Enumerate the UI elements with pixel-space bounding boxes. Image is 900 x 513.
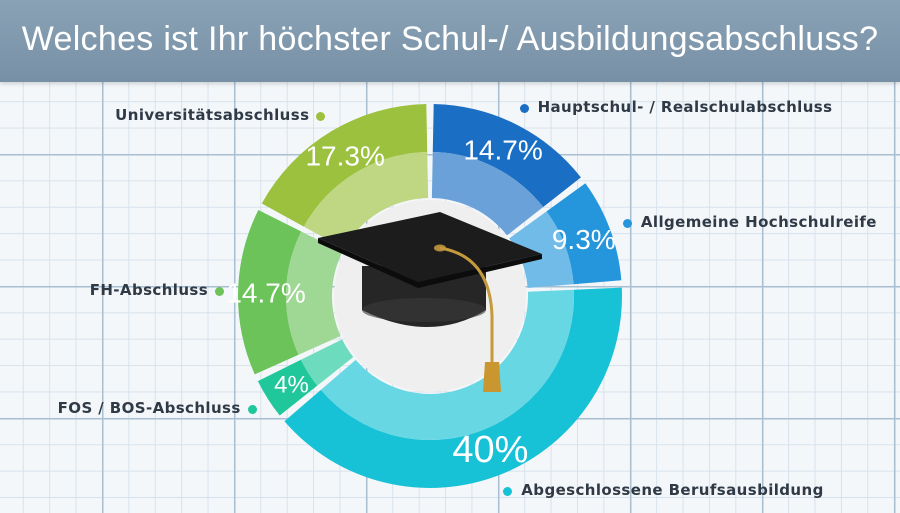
donut-slice: [431, 104, 581, 236]
graduation-cap-icon: [318, 212, 542, 392]
donut-slice: [509, 183, 622, 288]
legend-dot: [215, 287, 225, 297]
slice-value-label: 14.7%: [463, 134, 542, 165]
slice-value-label: 17.3%: [305, 141, 384, 172]
slice-category-label: FH-Abschluss: [89, 281, 209, 300]
slice-inner: [509, 211, 574, 288]
legend-dot: [503, 487, 513, 497]
slice-outer: [261, 104, 428, 227]
title-bar: Welches ist Ihr höchster Schul-/ Ausbild…: [0, 0, 900, 82]
chart-title: Welches ist Ihr höchster Schul-/ Ausbild…: [21, 20, 879, 58]
slice-category-label: Hauptschul- / Realschulabschluss: [537, 97, 833, 116]
donut-slice: [261, 104, 429, 249]
slice-outer: [257, 359, 318, 416]
slice-inner: [320, 289, 574, 440]
slice-outer: [284, 287, 623, 489]
slice-inner: [431, 152, 544, 236]
legend-dot: [622, 219, 632, 228]
donut-slice: [257, 339, 354, 416]
slice-inner: [303, 152, 429, 249]
legend-dot: [316, 112, 326, 122]
slice-category-label: Universitätsabschluss: [115, 106, 310, 125]
legend-dot: [519, 103, 529, 113]
slice-value-label: 9.3%: [552, 224, 616, 255]
slice-category-label: Abgeschlossene Berufsausbildung: [521, 481, 824, 500]
slice-value-label: 14.7%: [226, 277, 305, 308]
slice-outer: [432, 104, 581, 207]
slice-category-label: Allgemeine Hochschulreife: [640, 213, 877, 231]
slice-inner: [286, 231, 343, 355]
slice-value-label: 40%: [452, 429, 528, 471]
legend-dot: [247, 404, 257, 414]
donut-slice: [238, 209, 343, 375]
slice-inner: [300, 339, 354, 386]
slice-outer: [546, 183, 622, 285]
slice-category-label: FOS / BOS-Abschluss: [57, 398, 241, 417]
donut-slice: [284, 287, 623, 489]
slice-value-label: 4%: [274, 372, 309, 399]
slice-outer: [238, 209, 302, 375]
